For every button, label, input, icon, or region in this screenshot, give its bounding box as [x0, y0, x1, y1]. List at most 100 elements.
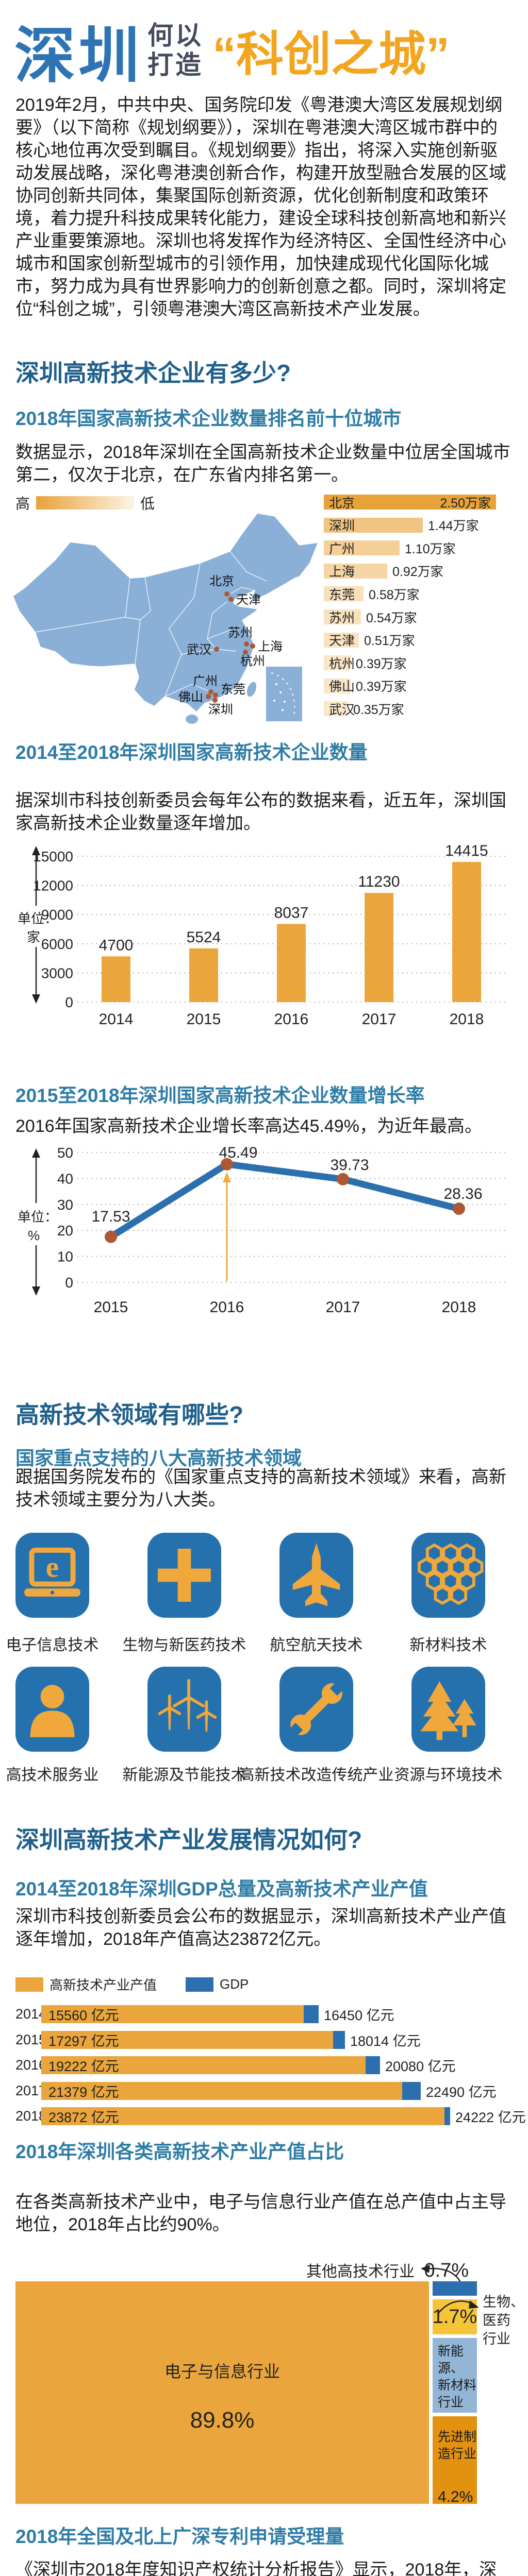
hitech-bar-segment: 19222 亿元	[41, 2056, 366, 2075]
axis-arrow-down-icon	[32, 994, 40, 1004]
gdp-bar: 15560 亿元 16450 亿元	[41, 2005, 394, 2023]
curved-arrow2-icon	[438, 2300, 479, 2313]
y-tick-label: 40	[57, 1171, 73, 1187]
wrench-icon	[287, 1680, 345, 1738]
year-bar	[102, 956, 130, 1002]
gdp-bar: 21379 亿元 22490 亿元	[41, 2081, 497, 2100]
treemap-other-label: 其他高技术行业 0.7%	[306, 2259, 469, 2282]
city-name: 东莞	[329, 587, 355, 602]
city-rank-row: 东莞 0.58万家	[324, 586, 420, 602]
year-bar	[277, 924, 306, 1002]
year-bar	[189, 948, 218, 1002]
hitech-value: 21379 亿元	[48, 2084, 119, 2100]
chart3-paragraph: 2016年国家高新技术企业增长率高达45.49%，为近年最高。	[15, 1116, 482, 1136]
gdp-row: 2014 15560 亿元 16450 亿元	[15, 2005, 394, 2023]
bar-value-label: 14415	[445, 845, 488, 859]
point-value-label: 28.36	[443, 1185, 482, 1202]
city-map-label: 天津	[236, 593, 261, 607]
unit-label-2: 家	[27, 929, 40, 945]
gdp-row: 2017 21379 亿元 22490 亿元	[15, 2081, 497, 2100]
city-dot	[208, 689, 213, 694]
person-icon	[30, 1685, 75, 1737]
y-tick-label: 12000	[33, 878, 73, 894]
page-title: 深圳 何以 打造 “科创之城”	[14, 6, 450, 94]
section1-title: 深圳高新技术企业有多少?	[15, 360, 291, 386]
city-dot	[244, 641, 249, 647]
city-name: 上海	[329, 565, 355, 580]
city-map-label: 佛山	[178, 690, 203, 704]
city-rank-row: 杭州 0.39万家	[324, 655, 407, 671]
gdp-year: 2017	[15, 2082, 47, 2098]
x-tick-label: 2014	[99, 1011, 134, 1028]
hitech-bar-segment: 17297 亿元	[41, 2030, 333, 2049]
tech-field-tile	[147, 1667, 221, 1752]
chart3-title: 2015至2018年深圳国家高新技术企业数量增长率	[15, 1085, 425, 1106]
city-rank-bar: 天津	[324, 632, 359, 648]
city-name: 苏州	[329, 611, 355, 625]
axis-arrow-up-icon	[32, 846, 40, 855]
bio-value: 1.7%	[432, 2306, 477, 2328]
city-dot	[212, 698, 218, 703]
city-map-label: 苏州	[228, 626, 253, 640]
section2-title: 高新技术领域有哪些?	[15, 1401, 244, 1428]
other-industry-name: 其他高技术行业	[306, 2263, 415, 2280]
city-rank-bar: 上海	[324, 563, 387, 580]
hitech-value: 15560 亿元	[48, 2008, 119, 2023]
gdp-value: 24222 亿元	[455, 2110, 526, 2126]
city-value: 0.54万家	[366, 611, 417, 625]
gdp-value: 20080 亿元	[385, 2059, 456, 2075]
intro-paragraph: 2019年2月，中共中央、国务院印发《粤港澳大湾区发展规划纲要》（以下简称《规划…	[15, 95, 506, 319]
x-tick-label: 2016	[274, 1011, 309, 1028]
city-value: 1.10万家	[405, 541, 456, 556]
city-rank-bar: 苏州	[324, 609, 361, 625]
tech-field-label: 新能源及节能技术	[122, 1767, 246, 1784]
x-tick-label: 2015	[94, 1299, 128, 1316]
tech-field-label: 生物与新医药技术	[122, 1637, 246, 1654]
bar-value-label: 5524	[187, 929, 221, 946]
medical-cross-icon	[158, 1549, 211, 1602]
electronics-value: 89.8%	[190, 2408, 255, 2433]
y-tick-label: 30	[57, 1197, 73, 1213]
hitech-swatch	[15, 1977, 43, 1992]
fields-subtitle: 国家重点支持的八大高新技术领域	[15, 1448, 302, 1469]
unit-label: 单位：	[18, 911, 58, 926]
tech-field-label: 新材料技术	[409, 1637, 487, 1654]
city-value: 0.39万家	[356, 656, 407, 671]
tech-field-tile	[279, 1533, 353, 1618]
honeycomb-icon	[418, 1543, 484, 1605]
gdp-year: 2018	[15, 2108, 47, 2124]
y-tick-label: 15000	[33, 849, 73, 865]
data-point	[453, 1202, 465, 1215]
city-rank-bar: 深圳	[324, 517, 423, 534]
treemap-bio-label: 生物、 医药 行业	[483, 2294, 524, 2347]
hitech-value: 19222 亿元	[48, 2059, 119, 2075]
y-tick-label: 20	[57, 1223, 73, 1239]
gdp-row: 2018 23872 亿元 24222 亿元	[15, 2107, 526, 2126]
hitech-value: 23872 亿元	[48, 2110, 119, 2126]
gdp-bar-rows: 2014 15560 亿元 16450 亿元 2015 17297 亿元 18014 亿元…	[15, 2005, 526, 2134]
legend-gradient-bar	[36, 496, 135, 510]
axis-arrow-down-icon	[32, 1286, 40, 1296]
tech-field-label: 高新技术改造传统产业	[239, 1767, 394, 1784]
south-china-sea-inset	[266, 667, 302, 721]
tech-field-tile	[15, 1667, 89, 1752]
data-point	[337, 1173, 349, 1185]
hitech-bar-segment: 15560 亿元	[41, 2005, 304, 2023]
city-map-label: 东莞	[221, 683, 245, 697]
advmfg-label: 先进制 造行业	[438, 2430, 477, 2461]
year-bar	[365, 893, 393, 1002]
legend-low-label: 低	[140, 496, 155, 512]
city-name: 深圳	[329, 519, 355, 534]
city-rank-bar: 北京 2.50万家	[324, 495, 496, 511]
hitech-legend-label: 高新技术产业产值	[50, 1977, 157, 1993]
city-rank-row: 上海 0.92万家	[324, 563, 443, 580]
province-borders	[35, 551, 267, 697]
unit-label-2: %	[28, 1228, 40, 1243]
city-value: 0.39万家	[356, 680, 407, 694]
title-quote: “科创之城”	[212, 28, 450, 81]
city-value: 2.50万家	[440, 496, 491, 511]
gdp-value: 22490 亿元	[426, 2084, 497, 2100]
gdp-bar: 19222 亿元 20080 亿元	[41, 2056, 456, 2075]
y-tick-label: 0	[65, 1275, 73, 1291]
tech-field-label: 高技术服务业	[6, 1767, 99, 1784]
